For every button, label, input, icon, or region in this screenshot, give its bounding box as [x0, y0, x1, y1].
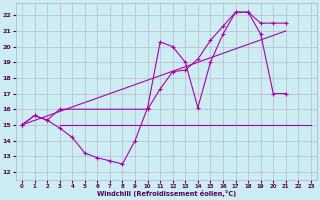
X-axis label: Windchill (Refroidissement éolien,°C): Windchill (Refroidissement éolien,°C) [97, 190, 236, 197]
